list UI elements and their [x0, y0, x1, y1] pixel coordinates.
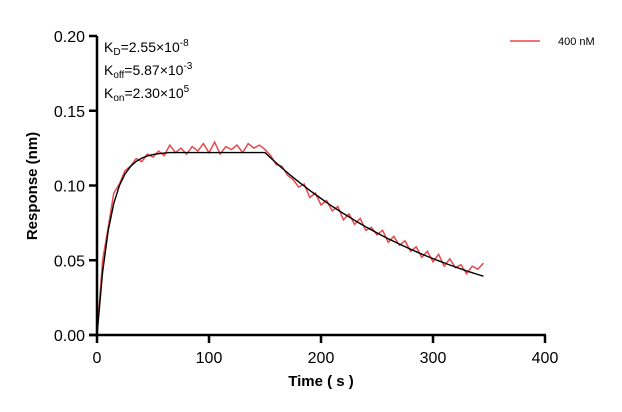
y-axis-label: Response (nm)	[24, 132, 41, 240]
y-tick-label: 0.00	[54, 328, 85, 345]
x-tick-label: 400	[532, 350, 559, 367]
legend-label: 400 nM	[558, 36, 595, 48]
legend: 400 nM	[510, 36, 595, 48]
x-tick-label: 300	[420, 350, 447, 367]
y-tick-label: 0.15	[54, 104, 85, 121]
x-tick-label: 200	[308, 350, 335, 367]
series-line-400nm	[96, 140, 484, 336]
x-tick-label: 0	[93, 350, 102, 367]
kinetics-annotation: KD=2.55×10-8 Koff=5.87×10-3 Kon=2.30×105	[104, 38, 193, 104]
x-tick-label: 100	[196, 350, 223, 367]
plot-area	[96, 140, 484, 336]
y-tick-label: 0.20	[54, 29, 85, 46]
annotation-kd: KD=2.55×10-8	[104, 38, 189, 58]
fit-curve	[96, 151, 484, 336]
annotation-kon: Kon=2.30×105	[104, 84, 190, 104]
x-axis-label: Time ( s )	[288, 373, 354, 390]
y-tick-label: 0.05	[54, 253, 85, 270]
annotation-koff: Koff=5.87×10-3	[104, 61, 193, 81]
axes: 0 100 200 300 400 0.00 0.05 0.10 0.15 0.20	[54, 29, 559, 367]
y-tick-label: 0.10	[54, 179, 85, 196]
